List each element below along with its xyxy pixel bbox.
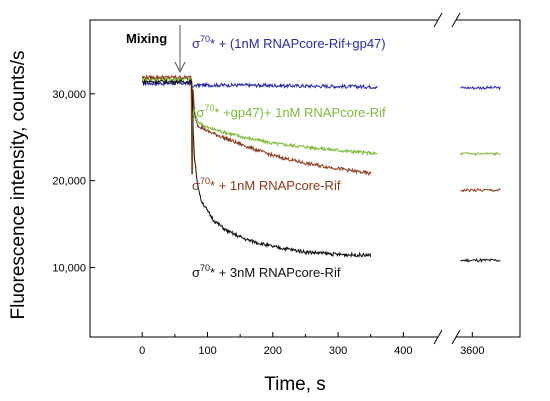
- mixing-arrow-head: [174, 61, 186, 74]
- x-tick-label: 0: [139, 345, 145, 357]
- axis-break-mark: [433, 12, 443, 28]
- series-line-2-late: [459, 151, 501, 157]
- series-label-1: σ70* + (1nM RNAPcore-Rif+gp47): [192, 34, 386, 51]
- mixing-annotation-label: Mixing: [126, 31, 167, 46]
- y-tick-label: 10,000: [52, 263, 86, 275]
- bottom-break-gap: [438, 331, 456, 343]
- top-break-gap: [438, 14, 456, 26]
- series-label-3: σ70* + 1nM RNAPcore-Rif: [192, 176, 341, 193]
- x-axis-title: Time, s: [264, 374, 326, 395]
- axis-layer: 0 100 200 300 400 3600 10,000 20,000 30,000: [52, 12, 485, 357]
- series-line-4: [142, 78, 372, 258]
- series-line-4-late: [460, 258, 501, 263]
- x-tick-label: 300: [329, 345, 347, 357]
- series-line-3-late: [460, 188, 501, 193]
- x-tick-label: 400: [394, 345, 412, 357]
- y-tick-label: 30,000: [52, 89, 86, 101]
- series-line-1: [142, 80, 378, 90]
- y-axis-title: Fluorescence intensity, counts/s: [8, 51, 29, 320]
- x-tick-label: 200: [264, 345, 282, 357]
- x-tick-label: 3600: [460, 345, 484, 357]
- axis-break-mark: [433, 329, 443, 345]
- y-tick-label: 20,000: [52, 176, 86, 188]
- series-line-1-late: [460, 85, 501, 91]
- series-label-4: σ70* + 3nM RNAPcore-Rif: [192, 263, 341, 280]
- axis-break-mark: [451, 12, 461, 28]
- x-tick-label: 100: [198, 345, 216, 357]
- series-label-2: (σ70* +gp47)+ 1nM RNAPcore-Rif: [192, 103, 386, 120]
- series-layer: [141, 73, 501, 263]
- series-line-3: [141, 73, 372, 177]
- axis-break-mark: [451, 329, 461, 345]
